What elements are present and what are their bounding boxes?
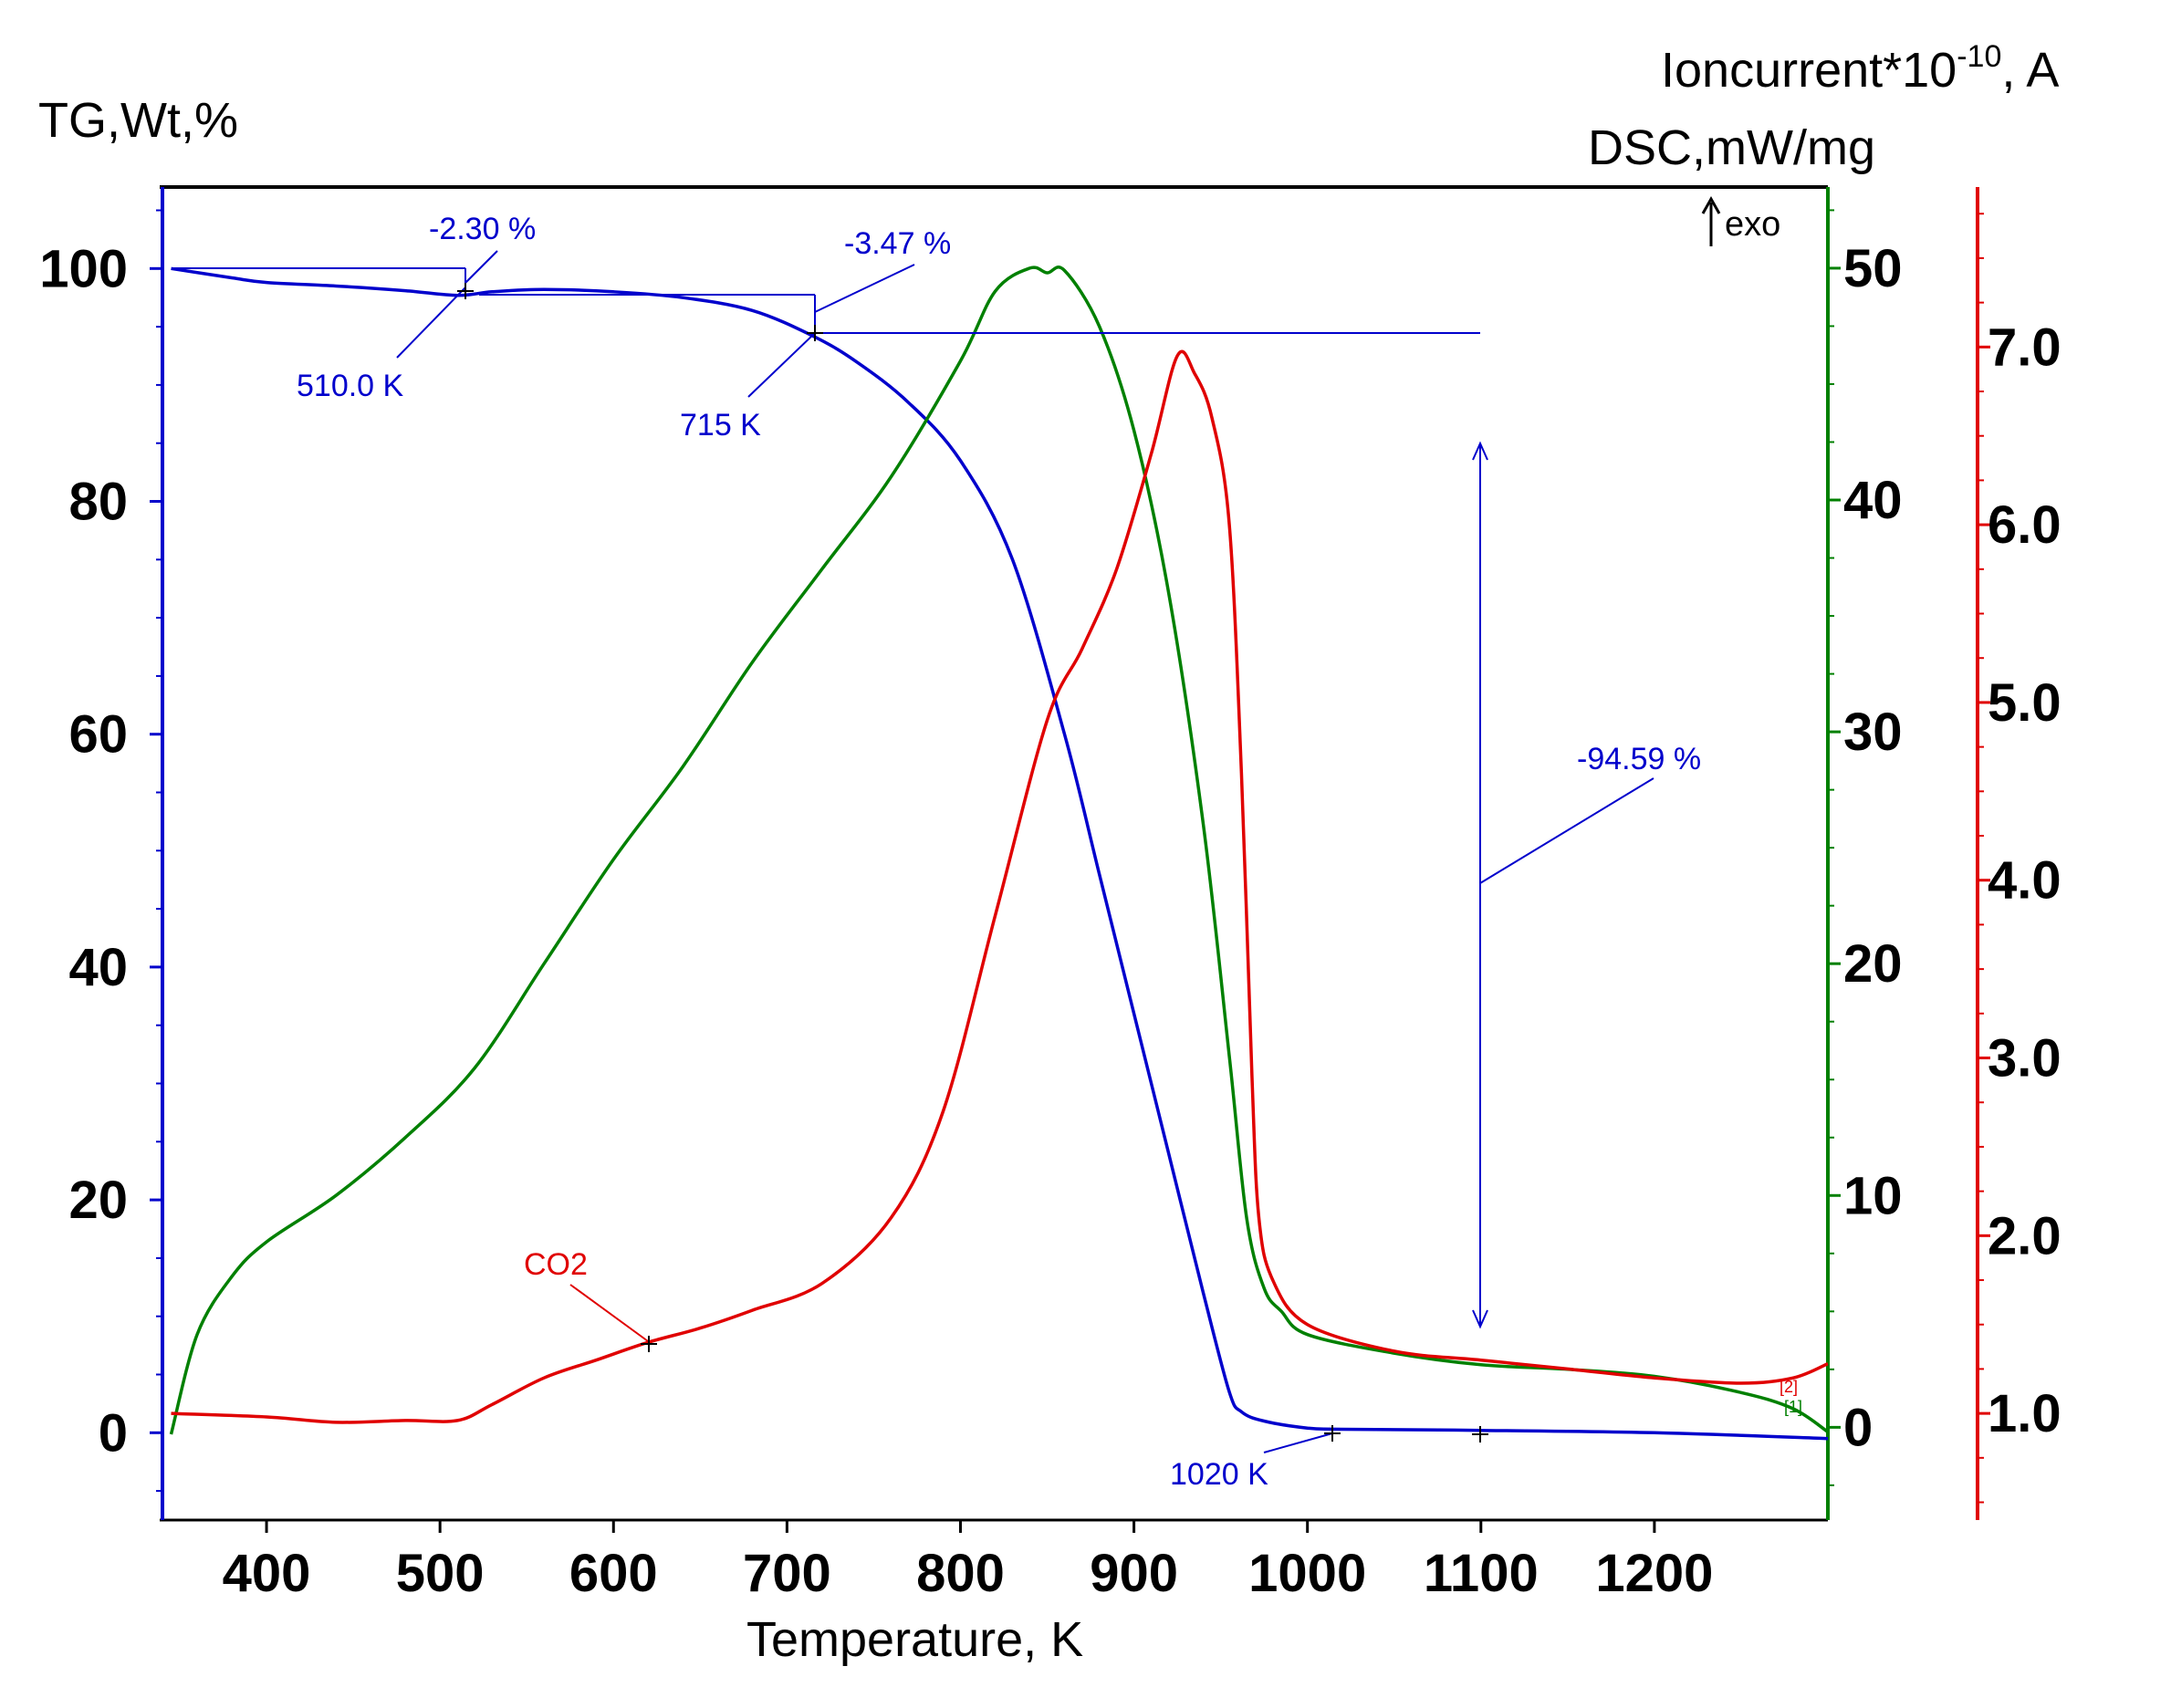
co2-leader (569, 1284, 649, 1342)
ion-tick-label-2: 3.0 (1988, 1029, 2061, 1088)
step2-pct-label: -3.47 % (844, 226, 951, 261)
x-tick-label-700: 700 (743, 1544, 831, 1603)
step2-temp-label: 715 K (680, 408, 761, 443)
step1-pct-label: -2.30 % (429, 212, 536, 246)
step2-marker-icon (807, 325, 823, 341)
x-tick-label-500: 500 (396, 1544, 485, 1603)
dsc-tick-label-2: 20 (1843, 934, 1903, 994)
tg-series-line (171, 266, 1829, 1441)
tg-step3-annotation: -94.59 % 1020 K (1170, 441, 1701, 1492)
step1-temp-label: 510.0 K (297, 369, 404, 403)
ion-tick-label-5: 6.0 (1988, 495, 2061, 555)
dsc-tick-label-4: 40 (1843, 471, 1903, 530)
x-tick-label-1200: 1200 (1595, 1544, 1713, 1603)
x-axis-ticks: 400 500 600 700 800 900 1000 1100 1200 (223, 1520, 1713, 1603)
step3-pct-leader (1479, 777, 1654, 884)
tg-axis-ticks: 0 20 40 60 80 100 (39, 209, 162, 1493)
tg-tick-label-3: 60 (68, 705, 128, 765)
dsc-tick-label-5: 50 (1843, 239, 1903, 298)
tg-tick-label-0: 0 (99, 1403, 128, 1463)
dsc-tick-label-3: 30 (1843, 703, 1903, 762)
dsc-tick-label-1: 10 (1843, 1166, 1903, 1225)
marker-1-label: [1] (1784, 1398, 1802, 1416)
exo-indicator: exo (1701, 195, 1780, 246)
dsc-axis-title: DSC,mW/mg (1588, 120, 1875, 175)
step2-pct-leader (814, 264, 915, 313)
ion-axis-title: Ioncurrent*10-10, A (1661, 39, 2059, 98)
tg-tick-label-2: 40 (68, 938, 128, 997)
tg-tick-label-1: 20 (68, 1171, 128, 1230)
exo-label: exo (1725, 205, 1780, 244)
dsc-axis-ticks: 0 10 20 30 40 50 (1828, 209, 1903, 1486)
ion-tick-label-6: 7.0 (1988, 318, 2061, 377)
series-layer (169, 266, 1830, 1441)
marker-2-label: [2] (1780, 1378, 1798, 1396)
step3-temp-leader (1263, 1432, 1333, 1453)
ion-axis-title-exp: -10 (1957, 39, 2001, 74)
x-tick-label-1000: 1000 (1248, 1544, 1366, 1603)
step3-temp-label: 1020 K (1170, 1457, 1268, 1492)
x-tick-label-600: 600 (569, 1544, 658, 1603)
step3-arrow-down-icon (1472, 1309, 1488, 1329)
x-tick-label-1100: 1100 (1424, 1544, 1539, 1603)
step2-temp-leader (747, 332, 816, 398)
co2-annotation: CO2 (524, 1247, 657, 1352)
ion-tick-label-0: 1.0 (1988, 1384, 2061, 1443)
tg-tick-label-5: 100 (39, 239, 128, 298)
co2-label: CO2 (524, 1247, 588, 1282)
step3-arrow-up-icon (1472, 441, 1488, 461)
x-tick-label-900: 900 (1090, 1544, 1178, 1603)
tg-axis-title: TG,Wt,% (38, 93, 238, 148)
step3-marker-icon (1324, 1425, 1341, 1442)
step1-temp-leader (396, 286, 466, 359)
ion-tick-label-4: 5.0 (1988, 673, 2061, 733)
dsc-series-line (169, 266, 1830, 1435)
ion-tick-label-3: 4.0 (1988, 851, 2061, 911)
ion-axis-title-main: Ioncurrent*10 (1661, 43, 1957, 98)
ion-axis-ticks: 1.0 2.0 3.0 4.0 5.0 6.0 7.0 (1978, 213, 2061, 1504)
co2-series-line (171, 349, 1829, 1424)
tg-tick-label-4: 80 (68, 473, 128, 532)
co2-marker-icon (641, 1336, 657, 1352)
tg-step2-annotation: -3.47 % 715 K (479, 226, 1480, 443)
tg-step1-annotation: -2.30 % 510.0 K (173, 212, 536, 403)
x-tick-label-400: 400 (223, 1544, 311, 1603)
tg-1100-marker-icon (1472, 1426, 1488, 1442)
step1-pct-leader (464, 250, 498, 284)
x-tick-label-800: 800 (916, 1544, 1005, 1603)
ion-axis-title-tail: , A (2001, 43, 2059, 98)
exo-arrowhead-icon (1701, 195, 1721, 214)
dsc-tick-label-0: 0 (1843, 1398, 1873, 1457)
step3-pct-label: -94.59 % (1577, 742, 1701, 776)
step1-marker-icon (457, 283, 474, 299)
x-axis-title: Temperature, K (746, 1612, 1083, 1667)
ion-tick-label-1: 2.0 (1988, 1206, 2061, 1265)
